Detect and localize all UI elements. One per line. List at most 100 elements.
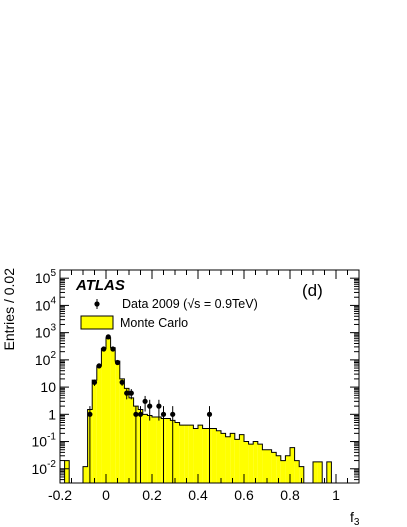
mc-bin [290, 447, 295, 483]
y-tick-exponent: 4 [50, 295, 56, 306]
mc-bin [202, 428, 208, 483]
mc-bin [106, 337, 111, 483]
mc-histogram [64, 337, 332, 484]
y-tick-label: 1 [48, 406, 56, 422]
mc-bin [294, 460, 300, 483]
y-tick-exponent: -1 [47, 432, 56, 443]
mc-bin [129, 397, 134, 483]
mc-bin [193, 428, 198, 483]
x-tick-label: 0 [102, 487, 110, 503]
mc-bin [276, 455, 281, 483]
data-point [114, 359, 121, 366]
panel-label: (d) [302, 281, 323, 300]
mc-bin [271, 452, 277, 483]
mc-bin [211, 428, 217, 483]
y-tick-exponent: 5 [50, 268, 56, 279]
mc-bin [115, 361, 120, 483]
y-tick-label: 10 [40, 379, 56, 395]
mc-bin [313, 461, 318, 483]
mc-bin [101, 348, 106, 483]
mc-bin [165, 418, 171, 483]
x-axis-title-main: f [350, 509, 354, 525]
mc-bin [64, 460, 70, 483]
y-tick-base: 10 [35, 352, 51, 368]
y-tick-exponent: -2 [47, 459, 56, 470]
mc-bin [198, 425, 203, 483]
mc-bin [216, 430, 221, 483]
x-tick-label: -0.2 [48, 487, 72, 503]
data-point [91, 379, 98, 385]
data-point [101, 346, 107, 352]
y-tick-base: 10 [40, 379, 56, 395]
mc-bin [124, 388, 129, 483]
data-point [119, 379, 125, 385]
data-point [128, 390, 134, 396]
mc-bin [326, 461, 332, 483]
y-tick-label: 103 [35, 323, 57, 341]
y-tick-exponent: 2 [50, 350, 56, 361]
mc-bin [253, 441, 258, 483]
x-tick-label: 0.6 [234, 487, 254, 503]
y-tick-label: 102 [35, 350, 57, 368]
mc-bin [230, 433, 235, 483]
data-point [87, 411, 93, 417]
mc-bin [83, 466, 88, 483]
data-point [96, 363, 102, 369]
data-point [170, 411, 176, 417]
mc-bin [119, 378, 125, 483]
x-axis-title: f3 [350, 509, 360, 527]
y-tick-base: 10 [35, 270, 51, 286]
mc-bin [248, 444, 254, 483]
y-tick-label: 10-2 [32, 459, 57, 477]
data-point [156, 403, 162, 409]
mc-bin [234, 439, 240, 483]
mc-bin [285, 455, 290, 483]
mc-bin [179, 425, 185, 483]
mc-bin [225, 436, 231, 483]
data-point [142, 398, 148, 404]
y-tick-base: 10 [35, 297, 51, 313]
data-point [124, 390, 130, 396]
mc-bin [257, 444, 263, 483]
mc-bin [244, 441, 249, 483]
mc-bin [96, 365, 102, 483]
mc-bin [147, 415, 152, 483]
mc-bin [156, 416, 162, 483]
x-tick-label: 1 [332, 487, 340, 503]
data-point [160, 411, 167, 417]
y-tick-base: 1 [48, 406, 56, 422]
data-point [105, 334, 111, 340]
mc-bin [92, 380, 97, 483]
data-points [87, 334, 213, 483]
y-tick-label: 105 [35, 268, 57, 286]
legend-mc-label: Monte Carlo [120, 316, 188, 330]
mc-bin [152, 416, 157, 483]
mc-bin [317, 461, 323, 483]
x-tick-label: 0.2 [142, 487, 162, 503]
legend-data-label: Data 2009 (√s = 0.9TeV) [122, 297, 258, 311]
mc-bin [262, 449, 267, 483]
y-tick-base: 10 [32, 461, 48, 477]
y-tick-base: 10 [35, 325, 51, 341]
x-axis-title-sub: 3 [354, 517, 360, 527]
mc-bin [188, 425, 194, 483]
mc-bin [299, 466, 304, 483]
y-tick-label: 10-1 [32, 432, 57, 450]
y-tick-exponent: 3 [50, 323, 56, 334]
mc-bin [280, 460, 286, 483]
data-point [133, 411, 139, 417]
experiment-label: ATLAS [75, 277, 125, 294]
legend-mc-swatch [80, 315, 114, 330]
mc-bin [239, 434, 244, 483]
data-point [147, 403, 153, 409]
y-tick-label: 104 [35, 295, 57, 313]
mc-bin [184, 425, 189, 483]
mc-bin [267, 449, 272, 483]
x-tick-label: 0.4 [188, 487, 208, 503]
x-tick-label: 0.8 [280, 487, 300, 503]
mc-bin [221, 433, 226, 483]
y-axis-title: Entries / 0.02 [1, 268, 17, 351]
data-point [206, 411, 213, 417]
